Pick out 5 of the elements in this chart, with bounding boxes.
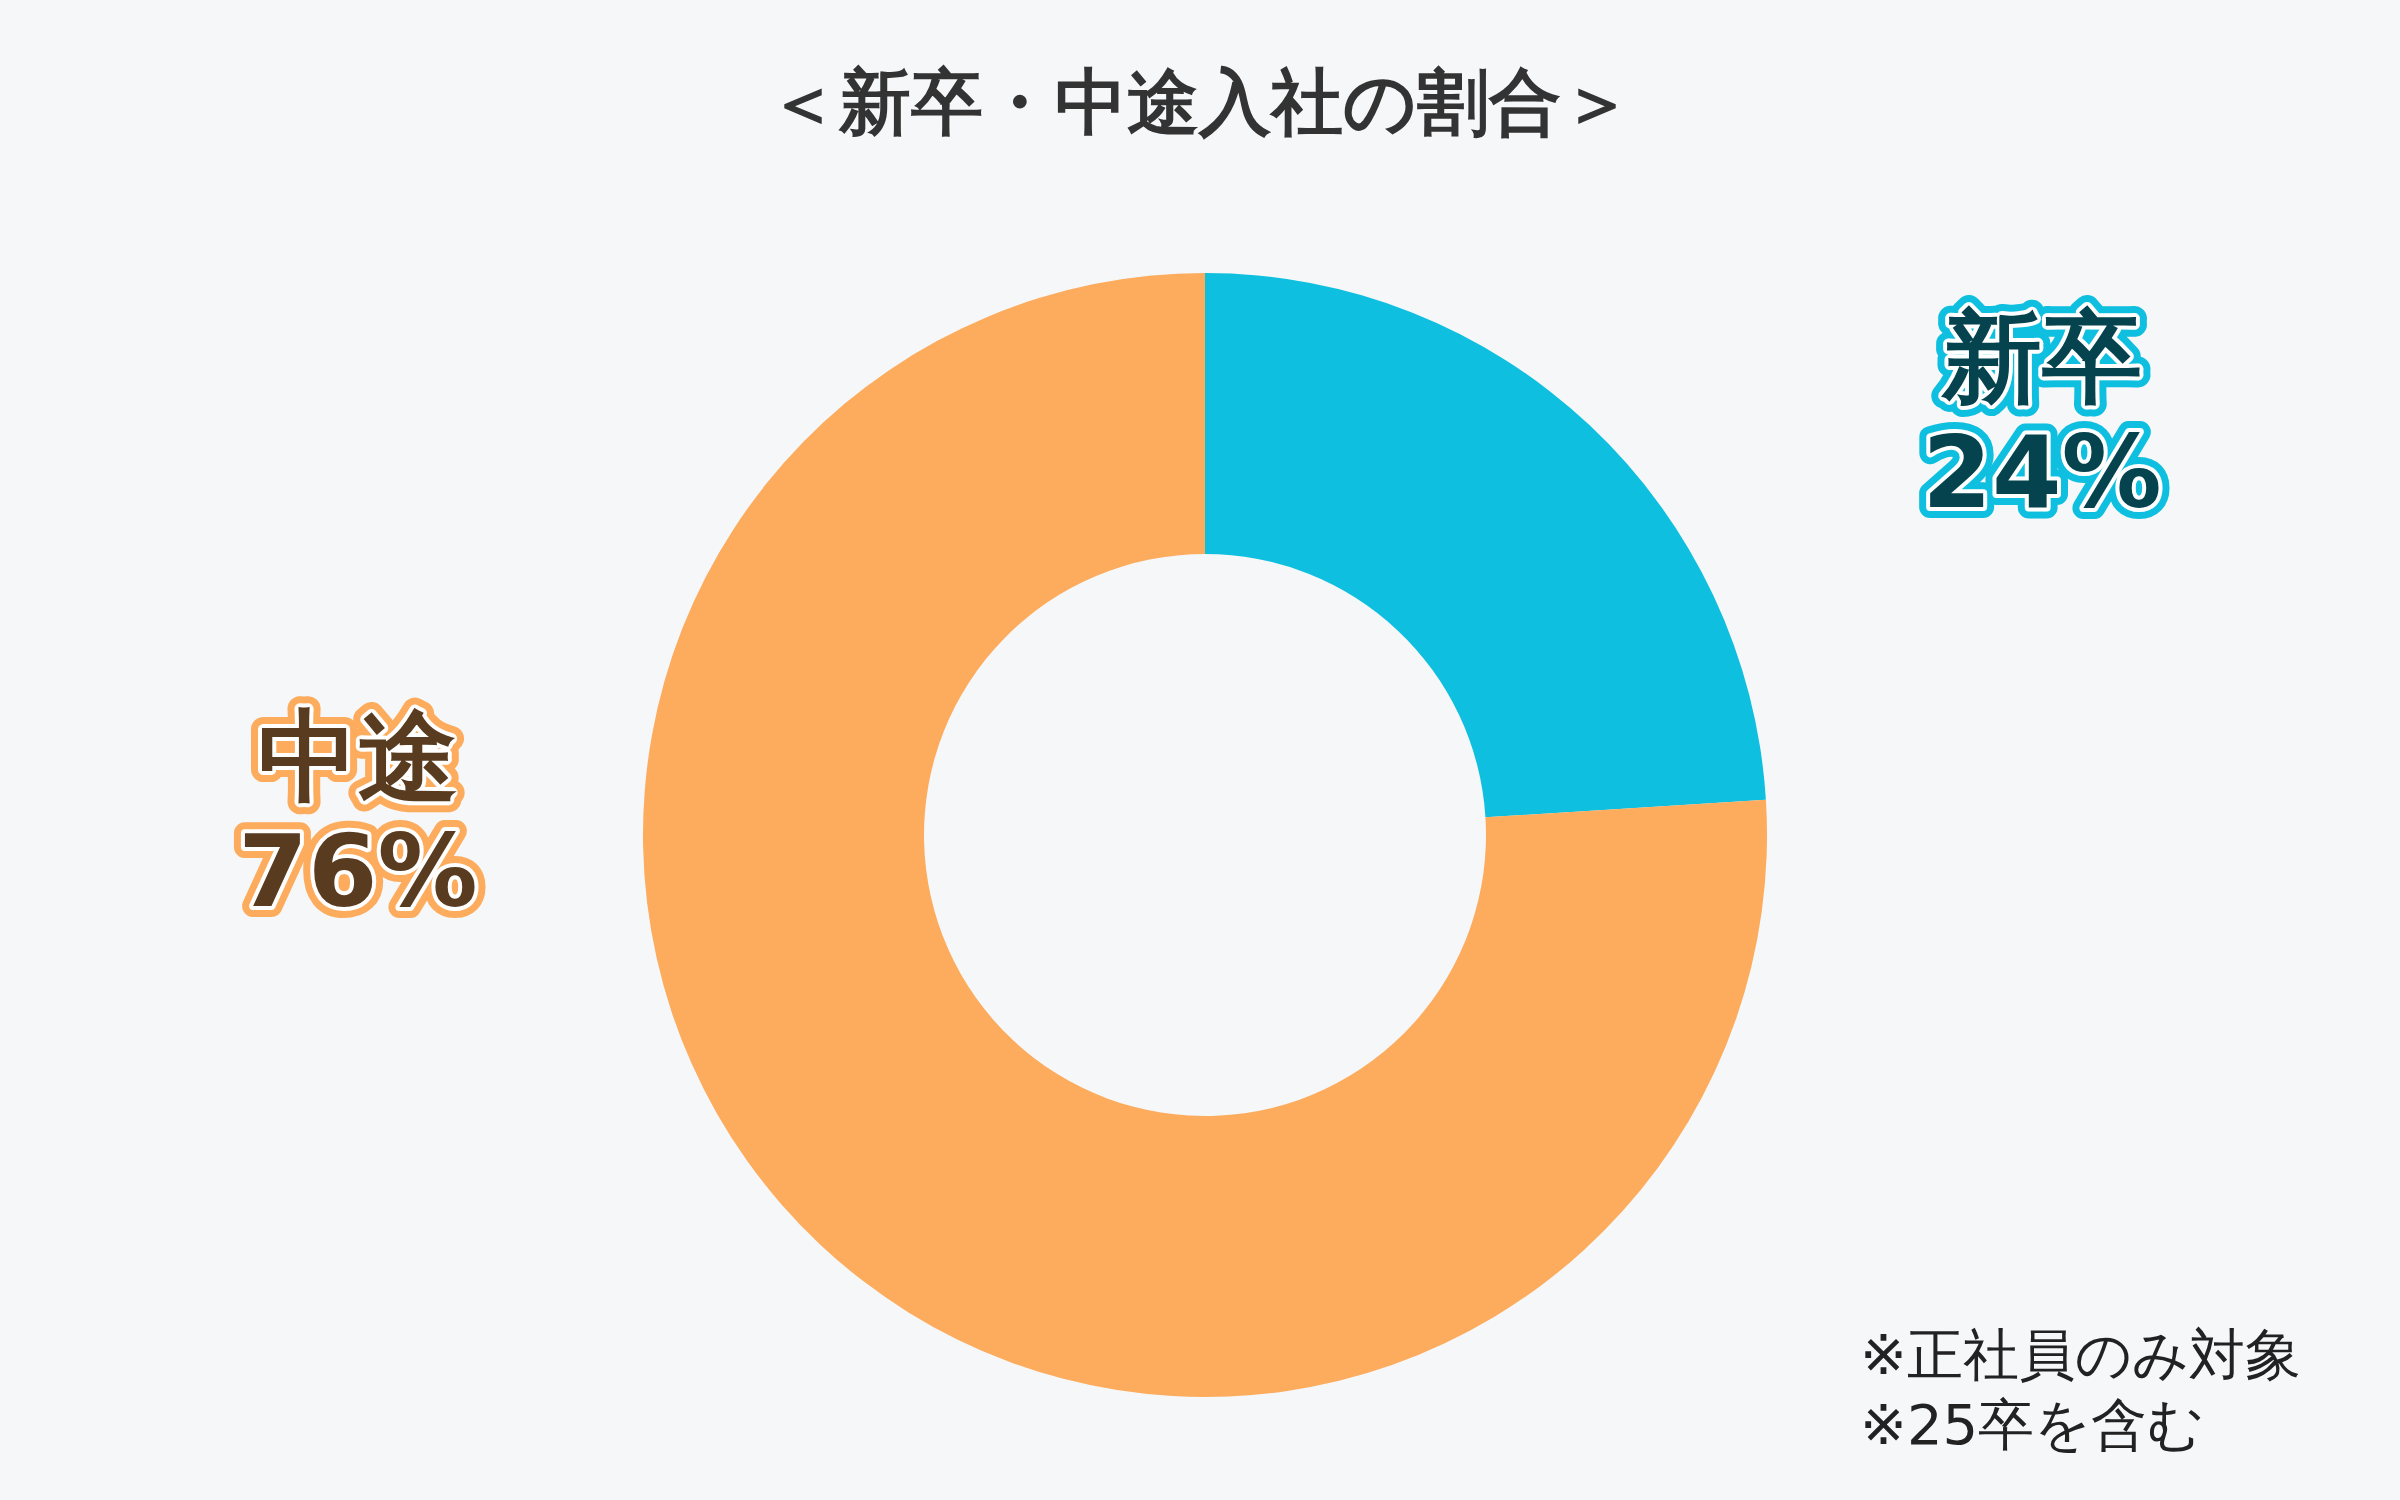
text: ※25卒を含む <box>1860 1391 2206 1459</box>
text: ※正社員のみ対象 <box>1860 1321 2301 1389</box>
donut-slice <box>643 273 1766 1397</box>
donut-slice <box>1205 273 1766 818</box>
chart-title: ＜新卒・中途入社の割合＞ <box>766 59 1634 146</box>
